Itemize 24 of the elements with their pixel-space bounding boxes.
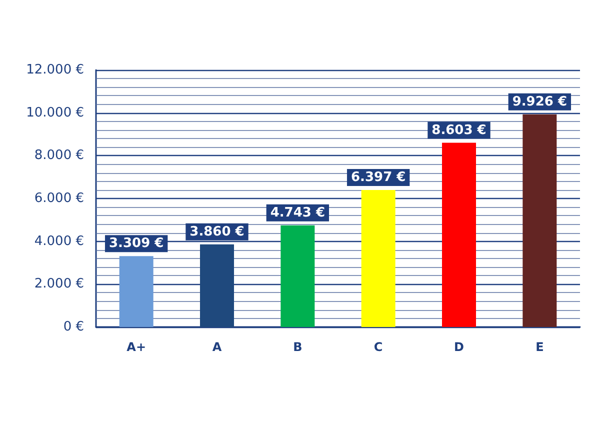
data-label: 3.309 €	[108, 236, 164, 252]
data-label: 4.743 €	[270, 205, 326, 220]
data-label: 8.603 €	[432, 122, 486, 138]
data-label: 3.860 €	[190, 224, 244, 240]
x-tick-label: B	[293, 340, 302, 354]
bar	[522, 114, 557, 327]
y-tick-label: 8.000 €	[34, 148, 84, 164]
data-label: 6.397 €	[350, 170, 406, 185]
y-tick-label: 0 €	[63, 320, 84, 334]
bar	[442, 142, 476, 327]
x-tick-label: E	[536, 340, 544, 354]
y-tick-label: 2.000 €	[34, 276, 84, 292]
x-tick-label: A	[212, 340, 222, 354]
bar	[280, 225, 315, 327]
x-tick-label: A+	[126, 340, 146, 354]
x-tick-label: D	[454, 340, 464, 354]
y-tick-label: 10.000 €	[26, 105, 84, 120]
x-tick-label: C	[374, 340, 383, 354]
bar	[361, 190, 396, 327]
data-label: 9.926 €	[512, 94, 568, 110]
y-tick-label: 6.000 €	[34, 191, 84, 206]
bar	[119, 256, 154, 327]
y-tick-label: 4.000 €	[34, 234, 84, 249]
y-tick-label: 12.000 €	[26, 62, 84, 78]
